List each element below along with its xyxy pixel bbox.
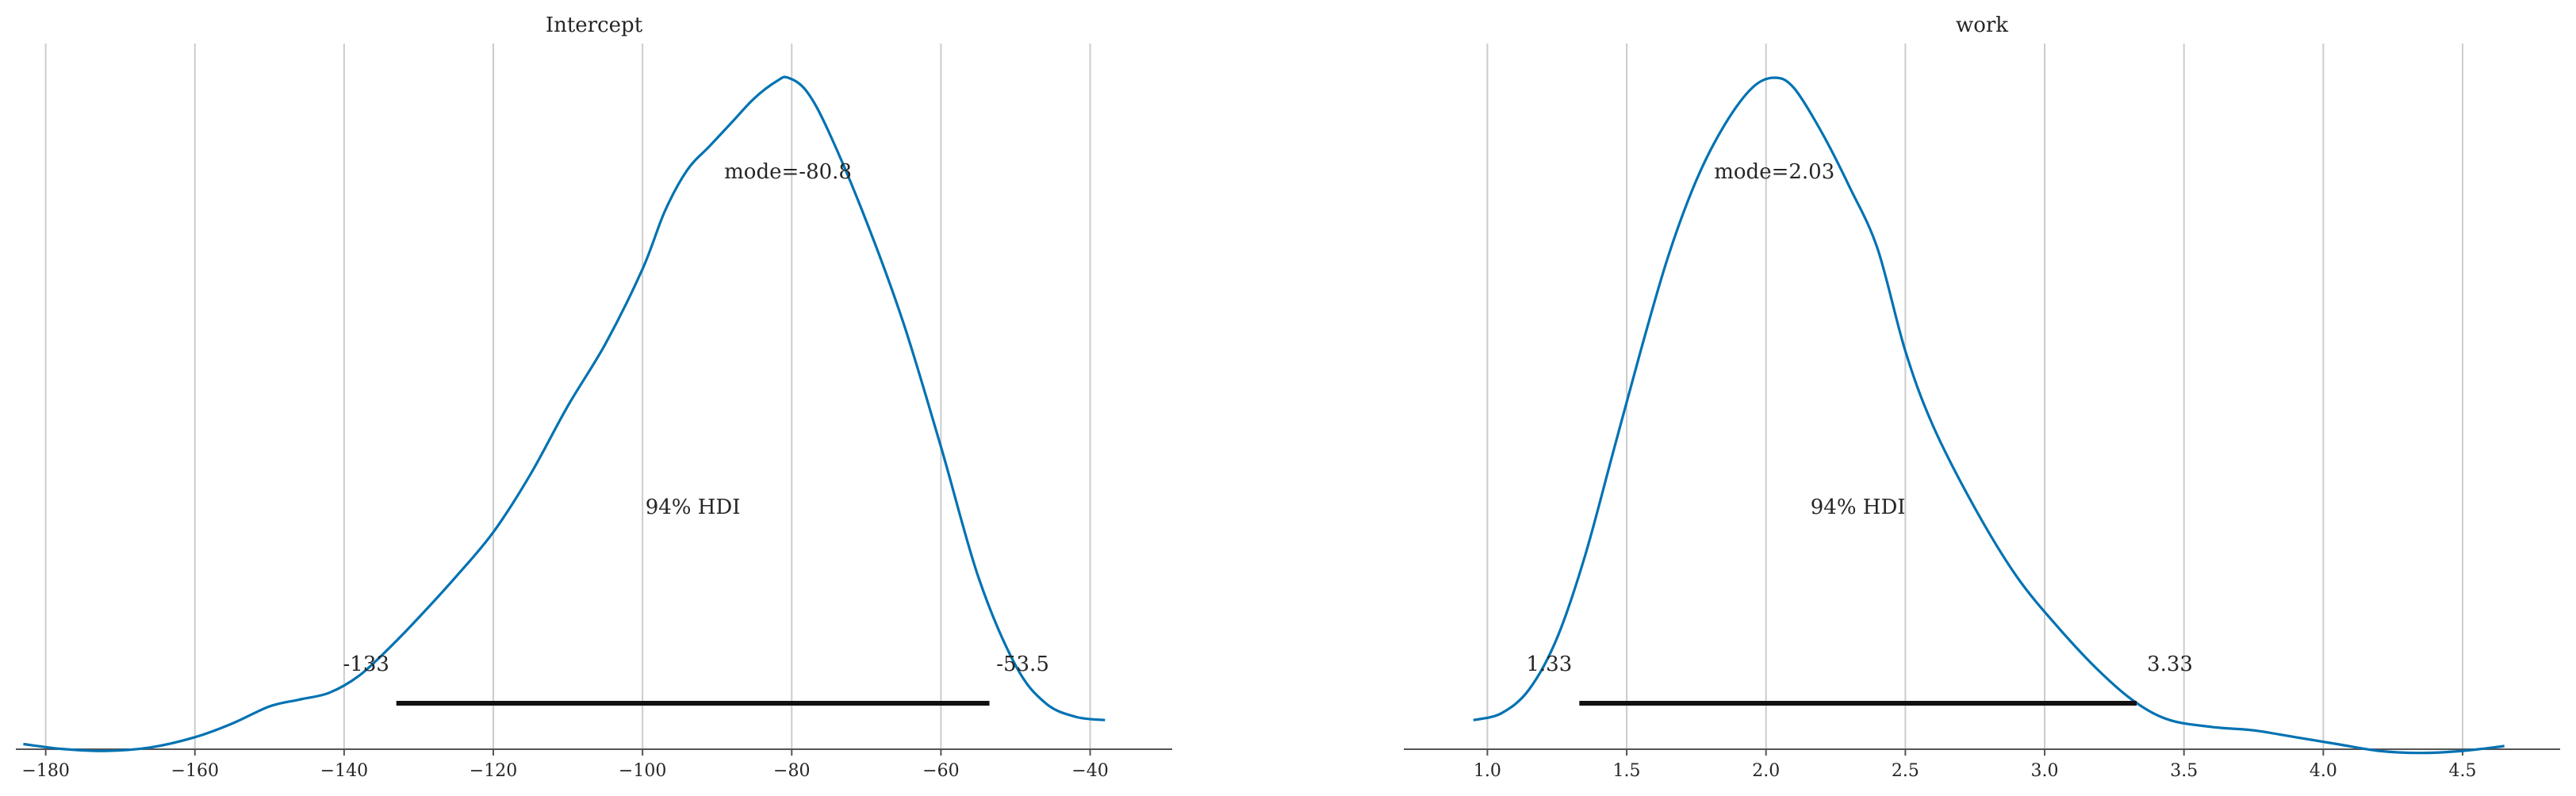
work-x-tick-label: 4.0 — [2310, 761, 2337, 781]
panel-work: 1.0 1.5 2.0 2.5 3.0 3.5 4.0 4.5 work mode=2.03 … — [1404, 13, 2560, 781]
work-x-tick-label: 1.5 — [1613, 761, 1641, 781]
intercept-title: Intercept — [546, 13, 643, 37]
intercept-x-tick-label: −120 — [470, 761, 517, 781]
work-hdi-low-label: 1.33 — [1526, 652, 1572, 676]
intercept-x-ticks: −180 −160 −140 −120 −100 −80 −60 −40 — [21, 749, 1109, 781]
work-x-tick-label: 2.5 — [1892, 761, 1919, 781]
intercept-x-tick-label: −80 — [773, 761, 810, 781]
work-x-tick-label: 2.0 — [1752, 761, 1780, 781]
intercept-x-tick-label: −160 — [171, 761, 219, 781]
work-hdi-high-label: 3.33 — [2147, 652, 2193, 676]
work-density-curve — [1473, 76, 2505, 755]
work-hdi-label: 94% HDI — [1811, 496, 1906, 519]
work-x-ticks: 1.0 1.5 2.0 2.5 3.0 3.5 4.0 4.5 — [1474, 749, 2477, 781]
intercept-x-tick-label: −140 — [320, 761, 368, 781]
work-gridlines — [1486, 44, 2464, 749]
intercept-x-tick-label: −180 — [21, 761, 69, 781]
intercept-gridlines — [44, 44, 1091, 749]
work-mode-label: mode=2.03 — [1714, 160, 1834, 184]
intercept-density-curve — [23, 75, 1106, 752]
intercept-x-tick-label: −40 — [1071, 761, 1108, 781]
intercept-x-tick-label: −60 — [922, 761, 959, 781]
intercept-x-tick-label: −100 — [619, 761, 666, 781]
intercept-hdi-label: 94% HDI — [646, 496, 741, 519]
work-x-tick-label: 4.5 — [2449, 761, 2477, 781]
panel-intercept: −180 −160 −140 −120 −100 −80 −60 −40 Intercept … — [16, 13, 1172, 781]
work-title: work — [1956, 13, 2008, 37]
work-x-tick-label: 1.0 — [1474, 761, 1501, 781]
work-x-tick-label: 3.5 — [2170, 761, 2198, 781]
intercept-hdi-low-label: -133 — [343, 652, 389, 676]
intercept-mode-label: mode=-80.8 — [724, 160, 852, 184]
work-x-tick-label: 3.0 — [2031, 761, 2059, 781]
intercept-hdi-high-label: -53.5 — [996, 652, 1049, 676]
